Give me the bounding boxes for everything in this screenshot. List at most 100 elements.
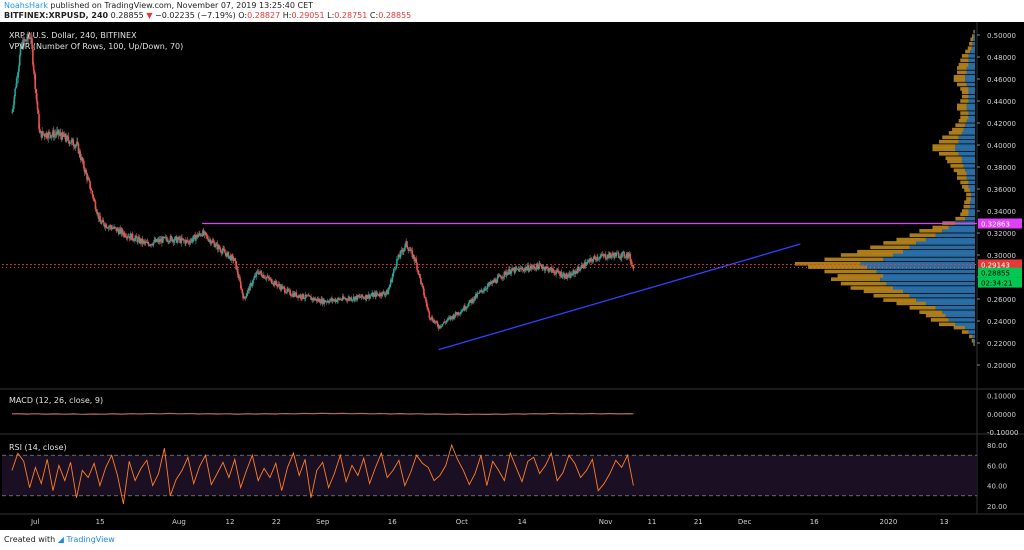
candle-body [75, 144, 77, 146]
candle-body [305, 294, 308, 297]
candle-body [287, 288, 289, 291]
candle-body [571, 275, 574, 276]
volume-profile-up [893, 286, 975, 290]
open-value: 0.28827 [247, 11, 281, 20]
volume-profile-down [961, 209, 969, 213]
volume-profile-up [925, 301, 975, 306]
volume-profile-up [909, 245, 975, 250]
candle-body [57, 129, 60, 135]
candle-body [399, 256, 401, 258]
candle-body [468, 300, 471, 303]
candle-body [11, 112, 13, 113]
x-tick-label: Jul [30, 518, 40, 526]
tradingview-brand[interactable]: TradingView [66, 535, 115, 544]
volume-profile-up [971, 46, 975, 51]
close-label: C: [369, 11, 379, 20]
candle-body [599, 256, 601, 259]
candle-body [223, 249, 226, 253]
candle-body [95, 209, 98, 212]
candle-body [428, 311, 431, 318]
candle-body [90, 190, 93, 191]
candle-body [535, 263, 538, 270]
volume-profile-up [942, 228, 975, 233]
candle-body [107, 226, 110, 229]
author-link[interactable]: NoahsHark [4, 1, 48, 10]
volume-profile-down [919, 310, 943, 315]
volume-profile-up [958, 135, 975, 140]
candle-body [256, 271, 259, 273]
candle-body [426, 303, 428, 308]
candle-body [282, 286, 285, 288]
volume-profile-up [945, 313, 975, 318]
volume-profile-down [957, 176, 967, 180]
candle-body [25, 39, 27, 42]
volume-profile-down [958, 118, 967, 123]
candle-body [499, 275, 502, 277]
candle-body [275, 281, 278, 285]
y-tick-label: 0.48000 [987, 54, 1016, 62]
candle-body [328, 300, 331, 303]
candle-body [25, 40, 28, 42]
candle-body [300, 295, 302, 299]
candle-body [500, 276, 503, 279]
x-tick-label: 2020 [880, 518, 898, 526]
candle-body [180, 237, 183, 244]
candle-body [232, 256, 234, 261]
candle-body [583, 267, 585, 269]
candle-body [357, 295, 360, 297]
chart-area[interactable]: 0.50000 0.48000 0.46000 0.44000 0.42000 0.400… [0, 22, 1024, 530]
candle-body [182, 239, 185, 241]
volume-profile-down [957, 103, 967, 108]
volume-profile-down [964, 188, 971, 192]
candle-body [609, 252, 612, 256]
candle-body [218, 245, 220, 249]
prev-close-price-label-bg [978, 259, 1022, 270]
volume-profile-down [950, 164, 964, 168]
x-tick-label: 16 [810, 518, 819, 526]
candle-body [199, 233, 201, 235]
candle-body [350, 297, 353, 301]
candle-body [103, 222, 105, 226]
candle-body [590, 258, 593, 261]
candle-body [604, 254, 607, 259]
volume-profile-down [964, 200, 971, 205]
volume-profile-down [961, 54, 969, 58]
volume-profile-up [948, 225, 975, 230]
candle-body [18, 65, 20, 72]
candle-body [323, 300, 326, 304]
candle-body [515, 267, 517, 269]
volume-profile-up [968, 99, 975, 103]
candle-body [467, 302, 470, 307]
candle-body [235, 261, 237, 270]
candle-body [603, 254, 605, 257]
candle-body [404, 243, 407, 248]
volume-profile-up [966, 106, 975, 111]
candle-body [467, 306, 469, 307]
volume-profile-up [880, 277, 975, 282]
volume-profile-up [966, 171, 975, 176]
resistance-price-label-bg [978, 218, 1022, 229]
chart-svg[interactable]: 0.50000 0.48000 0.46000 0.44000 0.42000 0.400… [0, 22, 1024, 530]
publish-line: NoahsHark published on TradingView.com, … [4, 1, 313, 11]
candle-body [147, 241, 149, 244]
volume-profile-up [968, 111, 975, 115]
candle-body [161, 236, 164, 244]
candle-body [563, 273, 566, 278]
candle-body [219, 248, 221, 250]
candle-body [525, 268, 528, 271]
candle-body [351, 299, 353, 301]
candle-body [74, 145, 77, 148]
candle-body [420, 277, 422, 284]
volume-profile-down [957, 106, 967, 111]
candle-body [419, 274, 421, 278]
candle-body [151, 243, 153, 245]
x-tick-label: 21 [694, 518, 703, 526]
candle-body [612, 253, 615, 256]
volume-profile-down [919, 228, 943, 233]
volume-profile-down [973, 29, 975, 34]
footer: Created with ◢ TradingView [0, 530, 1024, 550]
candle-body [87, 177, 90, 179]
candle-body [313, 297, 315, 301]
candle-body [41, 131, 43, 138]
candle-body [242, 293, 244, 299]
